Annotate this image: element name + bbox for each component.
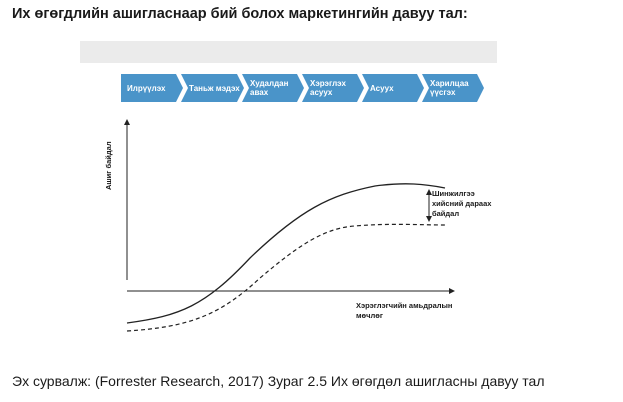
stage-arrow-4: Хэрэглэх асуух bbox=[302, 74, 364, 102]
stage-label: Асуух bbox=[370, 83, 394, 93]
benefit-curve-solid bbox=[126, 183, 446, 324]
x-axis-label: Хэрэглэгчийн амьдралын мөчлөг bbox=[356, 301, 453, 320]
stage-arrow-1: Илрүүлэх bbox=[121, 74, 183, 102]
y-axis-label: Ашиг байдал bbox=[104, 141, 113, 190]
stage-label: Худалдан авах bbox=[250, 79, 289, 97]
stage-label: Харилцаа үүсгэх bbox=[430, 79, 469, 97]
arrow-down-icon bbox=[426, 216, 432, 222]
stage-arrow-5: Асуух bbox=[362, 74, 424, 102]
stage-label: Хэрэглэх асуух bbox=[310, 79, 346, 97]
page-title: Их өгөгдлийн ашигласнаар бий болох марке… bbox=[12, 6, 468, 22]
figure-caption: Эх сурвалж: (Forrester Research, 2017) З… bbox=[12, 373, 545, 389]
stage-arrow-3: Худалдан авах bbox=[242, 74, 304, 102]
figure-header-band bbox=[80, 41, 497, 63]
stage-label: Илрүүлэх bbox=[127, 83, 166, 93]
arrow-up-icon bbox=[426, 189, 432, 195]
benefit-annotation: Шинжилгээ хийсний дараах байдал bbox=[432, 189, 492, 218]
stage-arrow-2: Таньж мэдэх bbox=[181, 74, 244, 102]
stage-label: Таньж мэдэх bbox=[189, 83, 240, 93]
lifecycle-chart bbox=[124, 119, 455, 332]
stage-arrow-6: Харилцаа үүсгэх bbox=[422, 74, 484, 102]
